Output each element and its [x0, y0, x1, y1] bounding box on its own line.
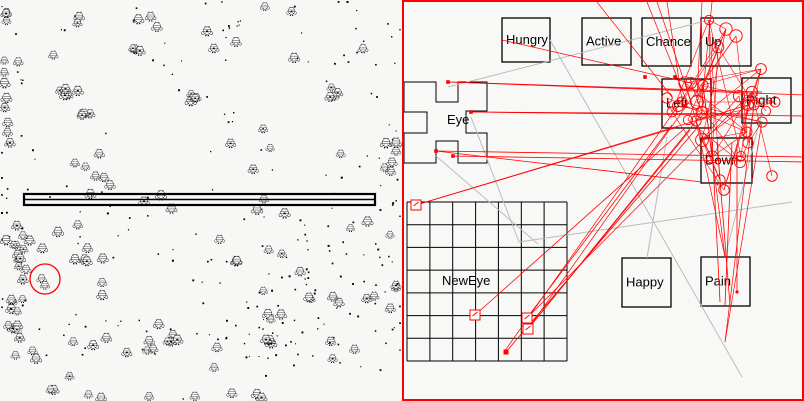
svg-text:Eye: Eye	[447, 112, 469, 127]
svg-text:Happy: Happy	[626, 275, 664, 290]
svg-text:NewEye: NewEye	[442, 273, 490, 288]
svg-text:Pain: Pain	[705, 274, 731, 289]
svg-text:Active: Active	[586, 34, 621, 49]
svg-text:Hungry: Hungry	[506, 32, 548, 47]
